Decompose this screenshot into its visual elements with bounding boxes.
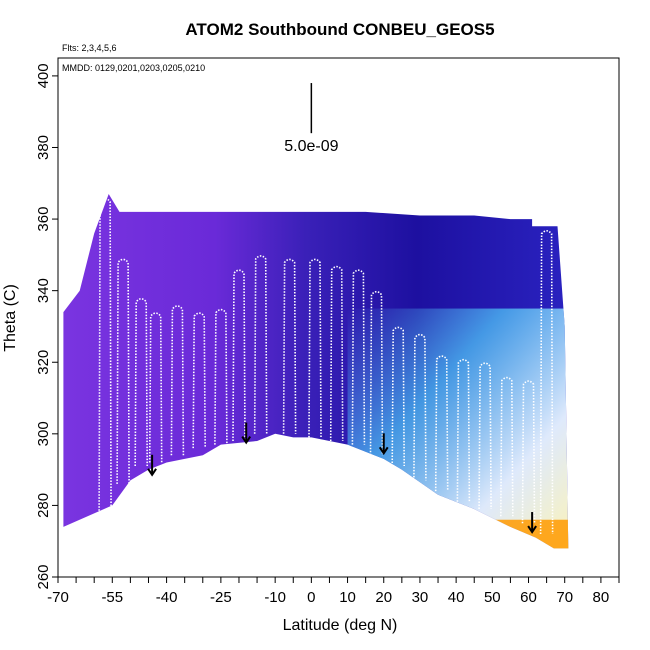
field-layer [63,194,569,549]
flight-profile [253,255,268,434]
x-tick-label: 10 [339,589,356,606]
flights-note: Flts: 2,3,4,5,6 [62,43,117,53]
field-orange-band [474,519,569,549]
x-tick-label: 30 [412,589,429,606]
flight-profile [539,230,554,535]
y-tick-label: 300 [35,421,52,446]
y-axis: 260 280 300 320 340 360 380 400 [35,63,58,590]
y-tick-label: 260 [35,564,52,589]
x-tick-label: -55 [101,589,123,606]
x-tick-label: 70 [556,589,573,606]
flight-profile [214,308,228,445]
x-tick-label: -25 [210,589,232,606]
x-tick-label: 50 [484,589,501,606]
flight-profile [329,265,344,442]
y-axis-label: Theta (C) [2,284,19,352]
x-tick-label: 0 [307,589,315,606]
y-tick-label: 380 [35,135,52,160]
x-tick-label: -70 [47,589,69,606]
x-tick-label: 20 [375,589,392,606]
flight-profile [434,355,449,492]
y-tick-label: 280 [35,493,52,518]
arrow-head [527,525,537,534]
x-axis: -70 -55 -40 -25 -10 0 10 20 30 40 50 60 70 80 [47,577,620,606]
flight-profile [521,380,536,524]
profile-layer [98,197,554,535]
arrow-head [378,446,389,456]
y-tick-label: 320 [35,350,52,375]
arrow-head [241,436,252,445]
x-axis-label: Latitude (deg N) [283,617,398,634]
field-overlay [347,308,569,549]
x-tick-label: 80 [593,589,610,606]
x-tick-label: -10 [264,589,286,606]
plot-area: Flts: 2,3,4,5,6 MMDD: 0129,0201,0203,020… [57,43,620,578]
chart-title: ATOM2 Southbound CONBEU_GEOS5 [185,20,494,39]
flight-profile [282,258,297,434]
flight-profile [98,197,112,520]
flight-profile [456,358,471,502]
y-tick-label: 360 [35,207,52,232]
arrow-layer [147,422,537,534]
x-tick-label: -40 [156,589,178,606]
scale-layer: 5.0e-09 [284,83,339,155]
flight-profile [308,258,322,438]
y-tick-label: 340 [35,278,52,303]
flight-profile [391,326,405,467]
flight-profile [500,376,514,517]
scale-label: 5.0e-09 [284,138,338,155]
x-tick-label: 60 [520,589,537,606]
dates-note: MMDD: 0129,0201,0203,0205,0210 [62,63,205,73]
flight-profile [351,269,366,445]
flight-profile [192,312,206,449]
x-tick-label: 40 [448,589,465,606]
y-tick-label: 400 [35,63,52,88]
plot-frame [57,57,620,578]
arrow-head [147,468,157,477]
